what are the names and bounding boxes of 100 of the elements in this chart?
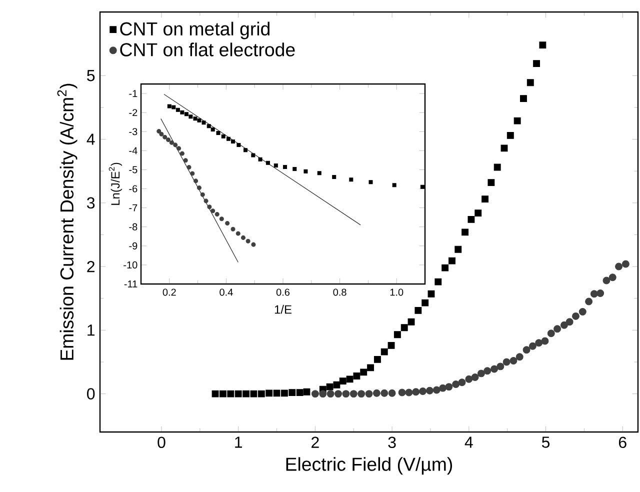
point bbox=[236, 231, 240, 236]
point bbox=[339, 378, 346, 385]
point bbox=[365, 390, 373, 398]
point bbox=[566, 318, 574, 326]
point bbox=[353, 372, 360, 380]
point bbox=[388, 389, 396, 397]
point bbox=[528, 342, 536, 350]
point bbox=[176, 108, 180, 112]
point bbox=[197, 118, 202, 122]
point bbox=[206, 124, 211, 128]
point bbox=[159, 132, 164, 136]
point bbox=[572, 312, 580, 320]
legend-label: CNT on flat electrode bbox=[120, 42, 295, 56]
point bbox=[332, 174, 336, 179]
legend-label: CNT on metal grid bbox=[120, 22, 270, 40]
y-tick-label: -1 bbox=[129, 90, 138, 97]
point bbox=[234, 390, 242, 398]
point bbox=[220, 390, 226, 398]
point bbox=[251, 242, 256, 247]
x-tick-label: 1 bbox=[235, 436, 242, 448]
point bbox=[380, 348, 388, 356]
point bbox=[210, 208, 216, 214]
x-axis-title: Electric Field (V/µm) bbox=[286, 457, 452, 475]
point bbox=[333, 381, 340, 388]
y-tick-label: 3 bbox=[87, 197, 95, 209]
point bbox=[496, 362, 504, 370]
point bbox=[227, 390, 234, 398]
point bbox=[405, 388, 413, 396]
point bbox=[408, 318, 415, 326]
point bbox=[554, 325, 562, 333]
point bbox=[274, 164, 278, 168]
point bbox=[419, 388, 427, 395]
point bbox=[510, 356, 518, 364]
point bbox=[590, 290, 598, 298]
point bbox=[183, 158, 188, 163]
point bbox=[244, 148, 248, 152]
point bbox=[349, 178, 354, 182]
point bbox=[303, 388, 310, 396]
point bbox=[292, 166, 297, 171]
point bbox=[533, 60, 540, 68]
point bbox=[458, 378, 466, 386]
point bbox=[296, 389, 304, 396]
point bbox=[622, 260, 630, 268]
point bbox=[242, 390, 250, 398]
point bbox=[462, 228, 469, 236]
point bbox=[266, 160, 270, 165]
point bbox=[506, 132, 514, 139]
point bbox=[560, 321, 568, 329]
x-tick-label: 0.6 bbox=[276, 288, 290, 296]
point bbox=[200, 192, 205, 197]
point bbox=[204, 198, 208, 204]
point bbox=[448, 257, 456, 264]
point bbox=[240, 235, 246, 240]
point bbox=[180, 110, 184, 114]
point bbox=[266, 390, 273, 397]
point bbox=[193, 116, 198, 121]
point bbox=[166, 138, 171, 142]
point bbox=[414, 306, 422, 314]
point bbox=[219, 216, 224, 222]
point bbox=[488, 179, 495, 186]
point bbox=[230, 226, 236, 232]
point bbox=[167, 104, 172, 108]
y-tick-label: -11 bbox=[124, 280, 138, 288]
point bbox=[535, 339, 543, 347]
point bbox=[494, 164, 501, 171]
point bbox=[180, 151, 184, 156]
point bbox=[388, 342, 395, 349]
x-tick-label: 2 bbox=[312, 436, 319, 448]
point bbox=[434, 278, 442, 286]
point bbox=[471, 374, 479, 381]
point bbox=[474, 210, 482, 217]
y-tick-label: -10 bbox=[124, 261, 138, 268]
point bbox=[210, 128, 215, 132]
point bbox=[547, 330, 555, 338]
point bbox=[368, 180, 373, 184]
point bbox=[585, 298, 593, 306]
point bbox=[346, 376, 354, 383]
point bbox=[258, 157, 262, 162]
point bbox=[516, 353, 524, 361]
x-tick-label: 1.0 bbox=[390, 288, 404, 296]
y-tick-label: 4 bbox=[86, 134, 95, 145]
x-tick-label: 6 bbox=[618, 436, 626, 448]
x-axis-title: 1/E bbox=[274, 304, 292, 314]
y-tick-label: 1 bbox=[88, 324, 95, 336]
point bbox=[212, 390, 219, 398]
point bbox=[176, 146, 182, 151]
point bbox=[184, 112, 188, 116]
point bbox=[439, 384, 447, 392]
point bbox=[282, 165, 287, 170]
point bbox=[608, 274, 616, 282]
point bbox=[169, 140, 174, 145]
point bbox=[372, 389, 380, 397]
point bbox=[477, 370, 485, 378]
x-tick-label: 5 bbox=[542, 436, 550, 448]
y-tick-label: -6 bbox=[129, 185, 138, 192]
point bbox=[207, 204, 212, 210]
point bbox=[380, 389, 388, 397]
point bbox=[426, 386, 434, 394]
point bbox=[392, 183, 396, 188]
point bbox=[422, 299, 429, 306]
